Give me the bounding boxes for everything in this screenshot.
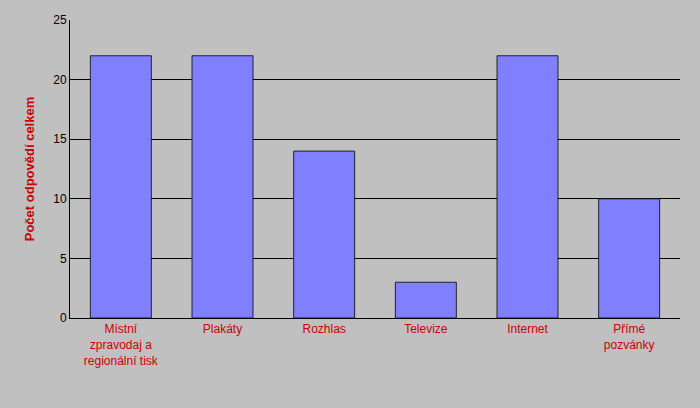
svg-text:Plakáty: Plakáty (203, 322, 242, 336)
svg-text:Počet odpovědí celkem: Počet odpovědí celkem (22, 97, 37, 242)
svg-text:Přímépozvánky: Přímépozvánky (604, 322, 655, 352)
svg-text:Místnízpravodaj aregionální ti: Místnízpravodaj aregionální tisk (84, 322, 159, 367)
svg-text:Rozhlas: Rozhlas (302, 322, 345, 336)
svg-text:10: 10 (53, 192, 67, 206)
svg-text:25: 25 (53, 13, 67, 27)
svg-text:0: 0 (60, 311, 67, 325)
svg-text:Internet: Internet (507, 322, 548, 336)
svg-text:5: 5 (60, 252, 67, 266)
svg-text:Televize: Televize (404, 322, 448, 336)
svg-text:20: 20 (53, 73, 67, 87)
svg-text:15: 15 (53, 132, 67, 146)
